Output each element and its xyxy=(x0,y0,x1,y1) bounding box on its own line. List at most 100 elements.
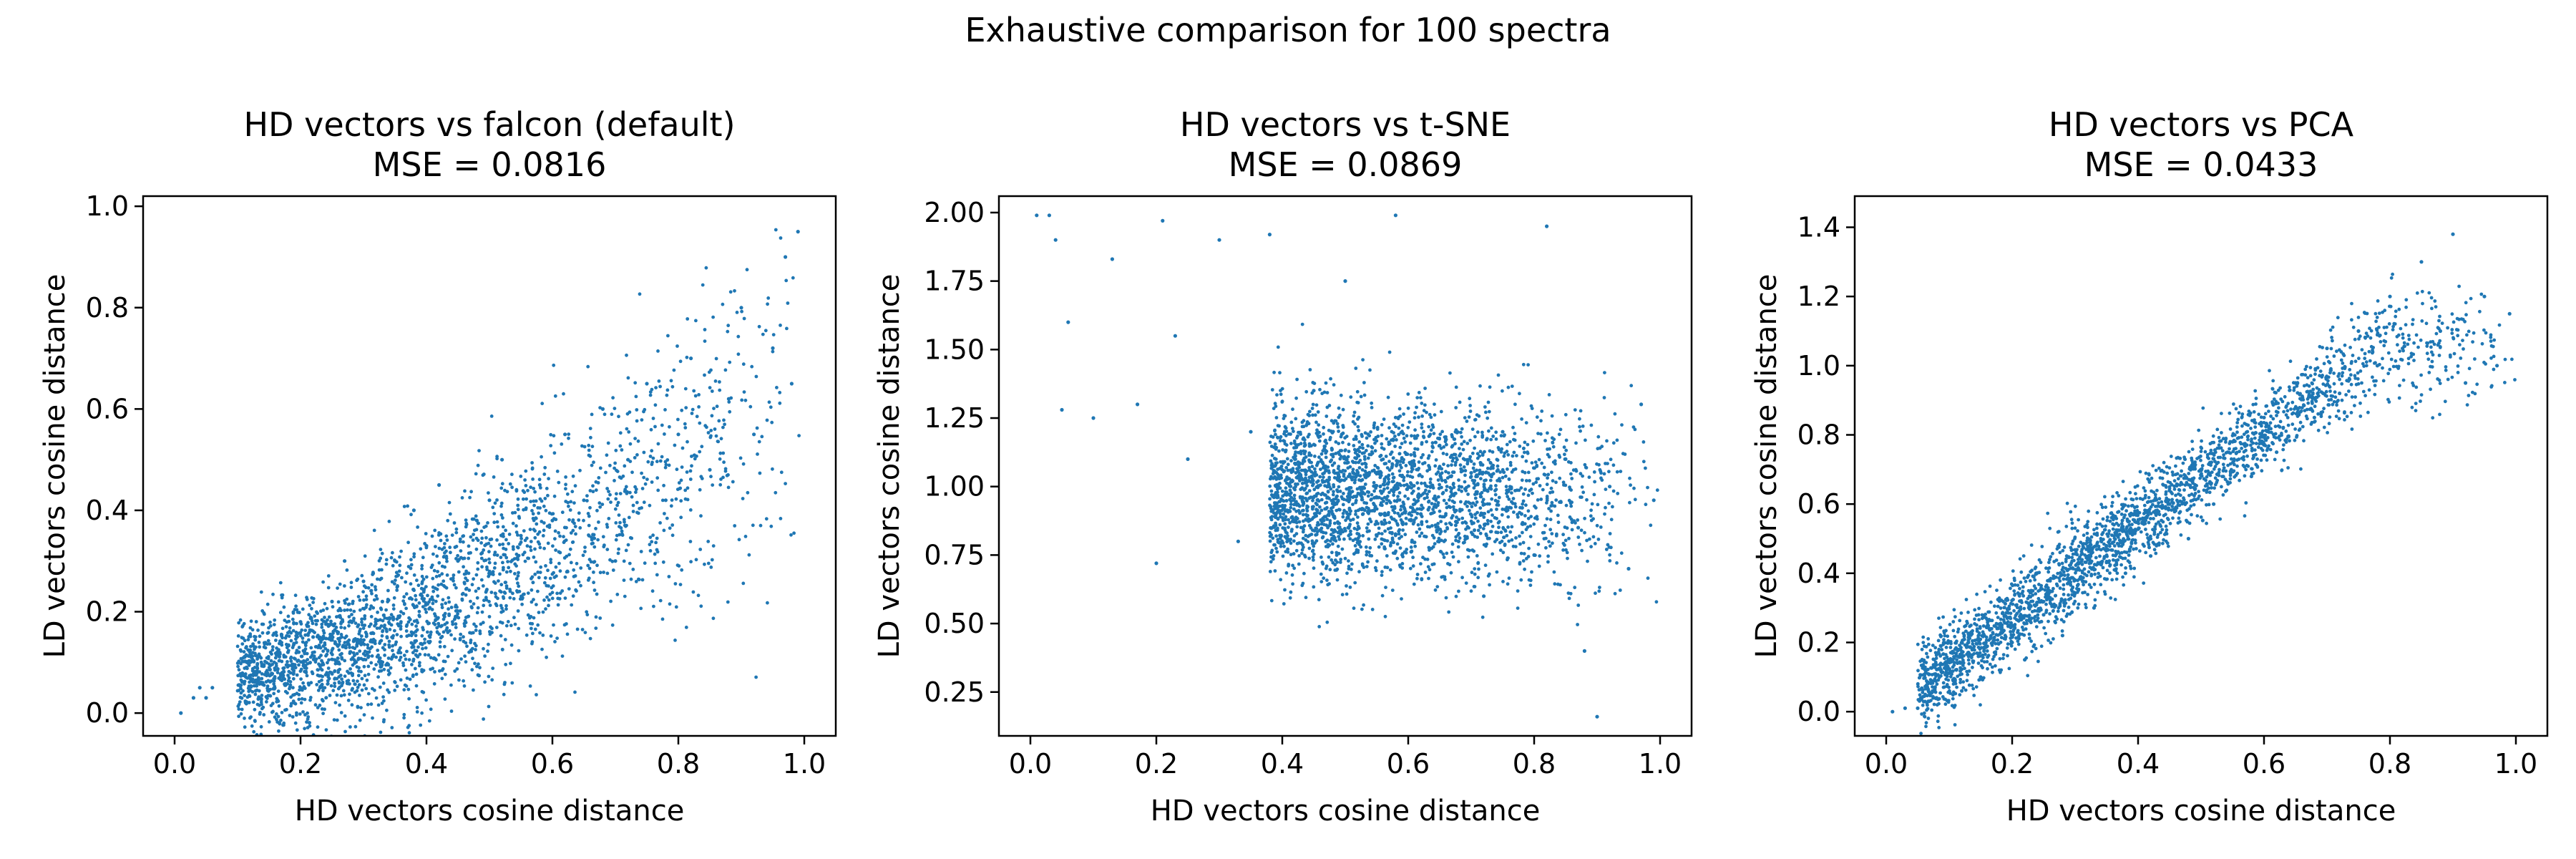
scatter-point xyxy=(1497,495,1501,500)
scatter-point xyxy=(1450,514,1455,518)
scatter-point xyxy=(280,626,285,631)
scatter-point xyxy=(542,521,546,525)
scatter-point xyxy=(752,432,756,437)
scatter-point xyxy=(591,533,595,537)
scatter-point xyxy=(1466,555,1470,559)
scatter-point xyxy=(1379,503,1382,507)
scatter-point xyxy=(321,649,325,653)
scatter-point xyxy=(389,613,394,617)
scatter-point xyxy=(1325,538,1330,543)
scatter-point xyxy=(487,674,491,679)
scatter-point xyxy=(1401,460,1405,465)
scatter-point xyxy=(679,499,683,503)
scatter-point xyxy=(321,663,326,666)
scatter-point xyxy=(487,498,492,503)
scatter-point xyxy=(289,695,293,699)
scatter-point xyxy=(1315,480,1319,484)
scatter-point xyxy=(573,574,577,578)
scatter-point xyxy=(540,499,544,503)
scatter-point xyxy=(1288,488,1292,492)
scatter-point xyxy=(1413,447,1417,451)
scatter-point xyxy=(1518,534,1521,538)
scatter-point xyxy=(504,548,508,551)
scatter-point xyxy=(443,697,447,701)
scatter-point xyxy=(1434,458,1438,462)
scatter-point xyxy=(1358,474,1362,478)
scatter-point xyxy=(1274,546,1278,550)
scatter-point xyxy=(1332,383,1336,387)
scatter-point xyxy=(718,380,721,384)
scatter-point xyxy=(1417,460,1421,464)
scatter-point xyxy=(386,600,390,603)
scatter-point xyxy=(554,548,557,552)
scatter-point xyxy=(1428,480,1433,485)
scatter-point xyxy=(338,636,342,640)
scatter-point xyxy=(1550,500,1554,505)
scatter-point xyxy=(1288,520,1292,525)
scatter-point xyxy=(1310,465,1314,469)
scatter-point xyxy=(1387,490,1391,495)
scatter-point xyxy=(243,699,248,703)
scatter-point xyxy=(1326,543,1330,546)
scatter-point xyxy=(1390,538,1395,542)
scatter-point xyxy=(293,692,297,697)
scatter-point xyxy=(316,611,319,616)
scatter-point xyxy=(723,467,728,471)
scatter-point xyxy=(1303,450,1307,454)
scatter-point xyxy=(419,641,424,646)
scatter-point xyxy=(434,575,439,578)
scatter-point xyxy=(1373,538,1377,541)
scatter-point xyxy=(257,681,261,685)
scatter-point xyxy=(487,642,490,646)
scatter-point xyxy=(1342,508,1346,513)
scatter-point xyxy=(704,266,708,270)
scatter-point xyxy=(546,541,550,545)
scatter-point xyxy=(474,528,479,532)
scatter-point xyxy=(409,563,414,567)
scatter-point xyxy=(445,626,449,630)
scatter-point xyxy=(497,579,500,583)
scatter-point xyxy=(1366,522,1370,526)
scatter-point xyxy=(1480,433,1485,437)
scatter-point xyxy=(1281,516,1284,520)
scatter-point xyxy=(443,672,447,676)
scatter-point xyxy=(437,573,441,578)
scatter-point xyxy=(482,598,486,603)
scatter-point xyxy=(685,470,689,474)
scatter-point xyxy=(310,606,313,611)
scatter-point xyxy=(462,581,467,585)
scatter-point xyxy=(488,538,492,542)
scatter-point xyxy=(765,418,769,422)
scatter-point xyxy=(503,638,507,641)
scatter-point xyxy=(1291,467,1295,471)
scatter-point xyxy=(1272,501,1277,505)
scatter-point xyxy=(1304,423,1309,427)
scatter-point xyxy=(1546,476,1550,480)
scatter-point xyxy=(1345,592,1349,596)
scatter-point xyxy=(1283,414,1287,418)
scatter-point xyxy=(679,515,683,520)
scatter-point xyxy=(247,684,251,688)
scatter-point xyxy=(592,560,597,564)
scatter-point xyxy=(1551,503,1555,508)
scatter-point xyxy=(1405,452,1410,456)
scatter-point xyxy=(539,486,542,490)
scatter-point xyxy=(451,622,455,626)
scatter-point xyxy=(294,641,298,644)
scatter-point xyxy=(379,748,383,752)
scatter-point xyxy=(499,501,504,505)
scatter-point xyxy=(255,684,259,688)
scatter-point xyxy=(371,716,374,720)
scatter-point xyxy=(1365,526,1369,530)
scatter-point xyxy=(361,579,366,583)
scatter-point xyxy=(420,594,424,598)
scatter-point xyxy=(424,646,428,650)
scatter-point xyxy=(495,520,499,524)
scatter-point xyxy=(1366,494,1370,498)
scatter-point xyxy=(1351,518,1355,521)
scatter-point xyxy=(1420,503,1423,508)
scatter-point xyxy=(1608,553,1612,557)
scatter-point xyxy=(1539,498,1543,501)
scatter-point xyxy=(286,650,290,654)
scatter-point xyxy=(779,517,783,520)
